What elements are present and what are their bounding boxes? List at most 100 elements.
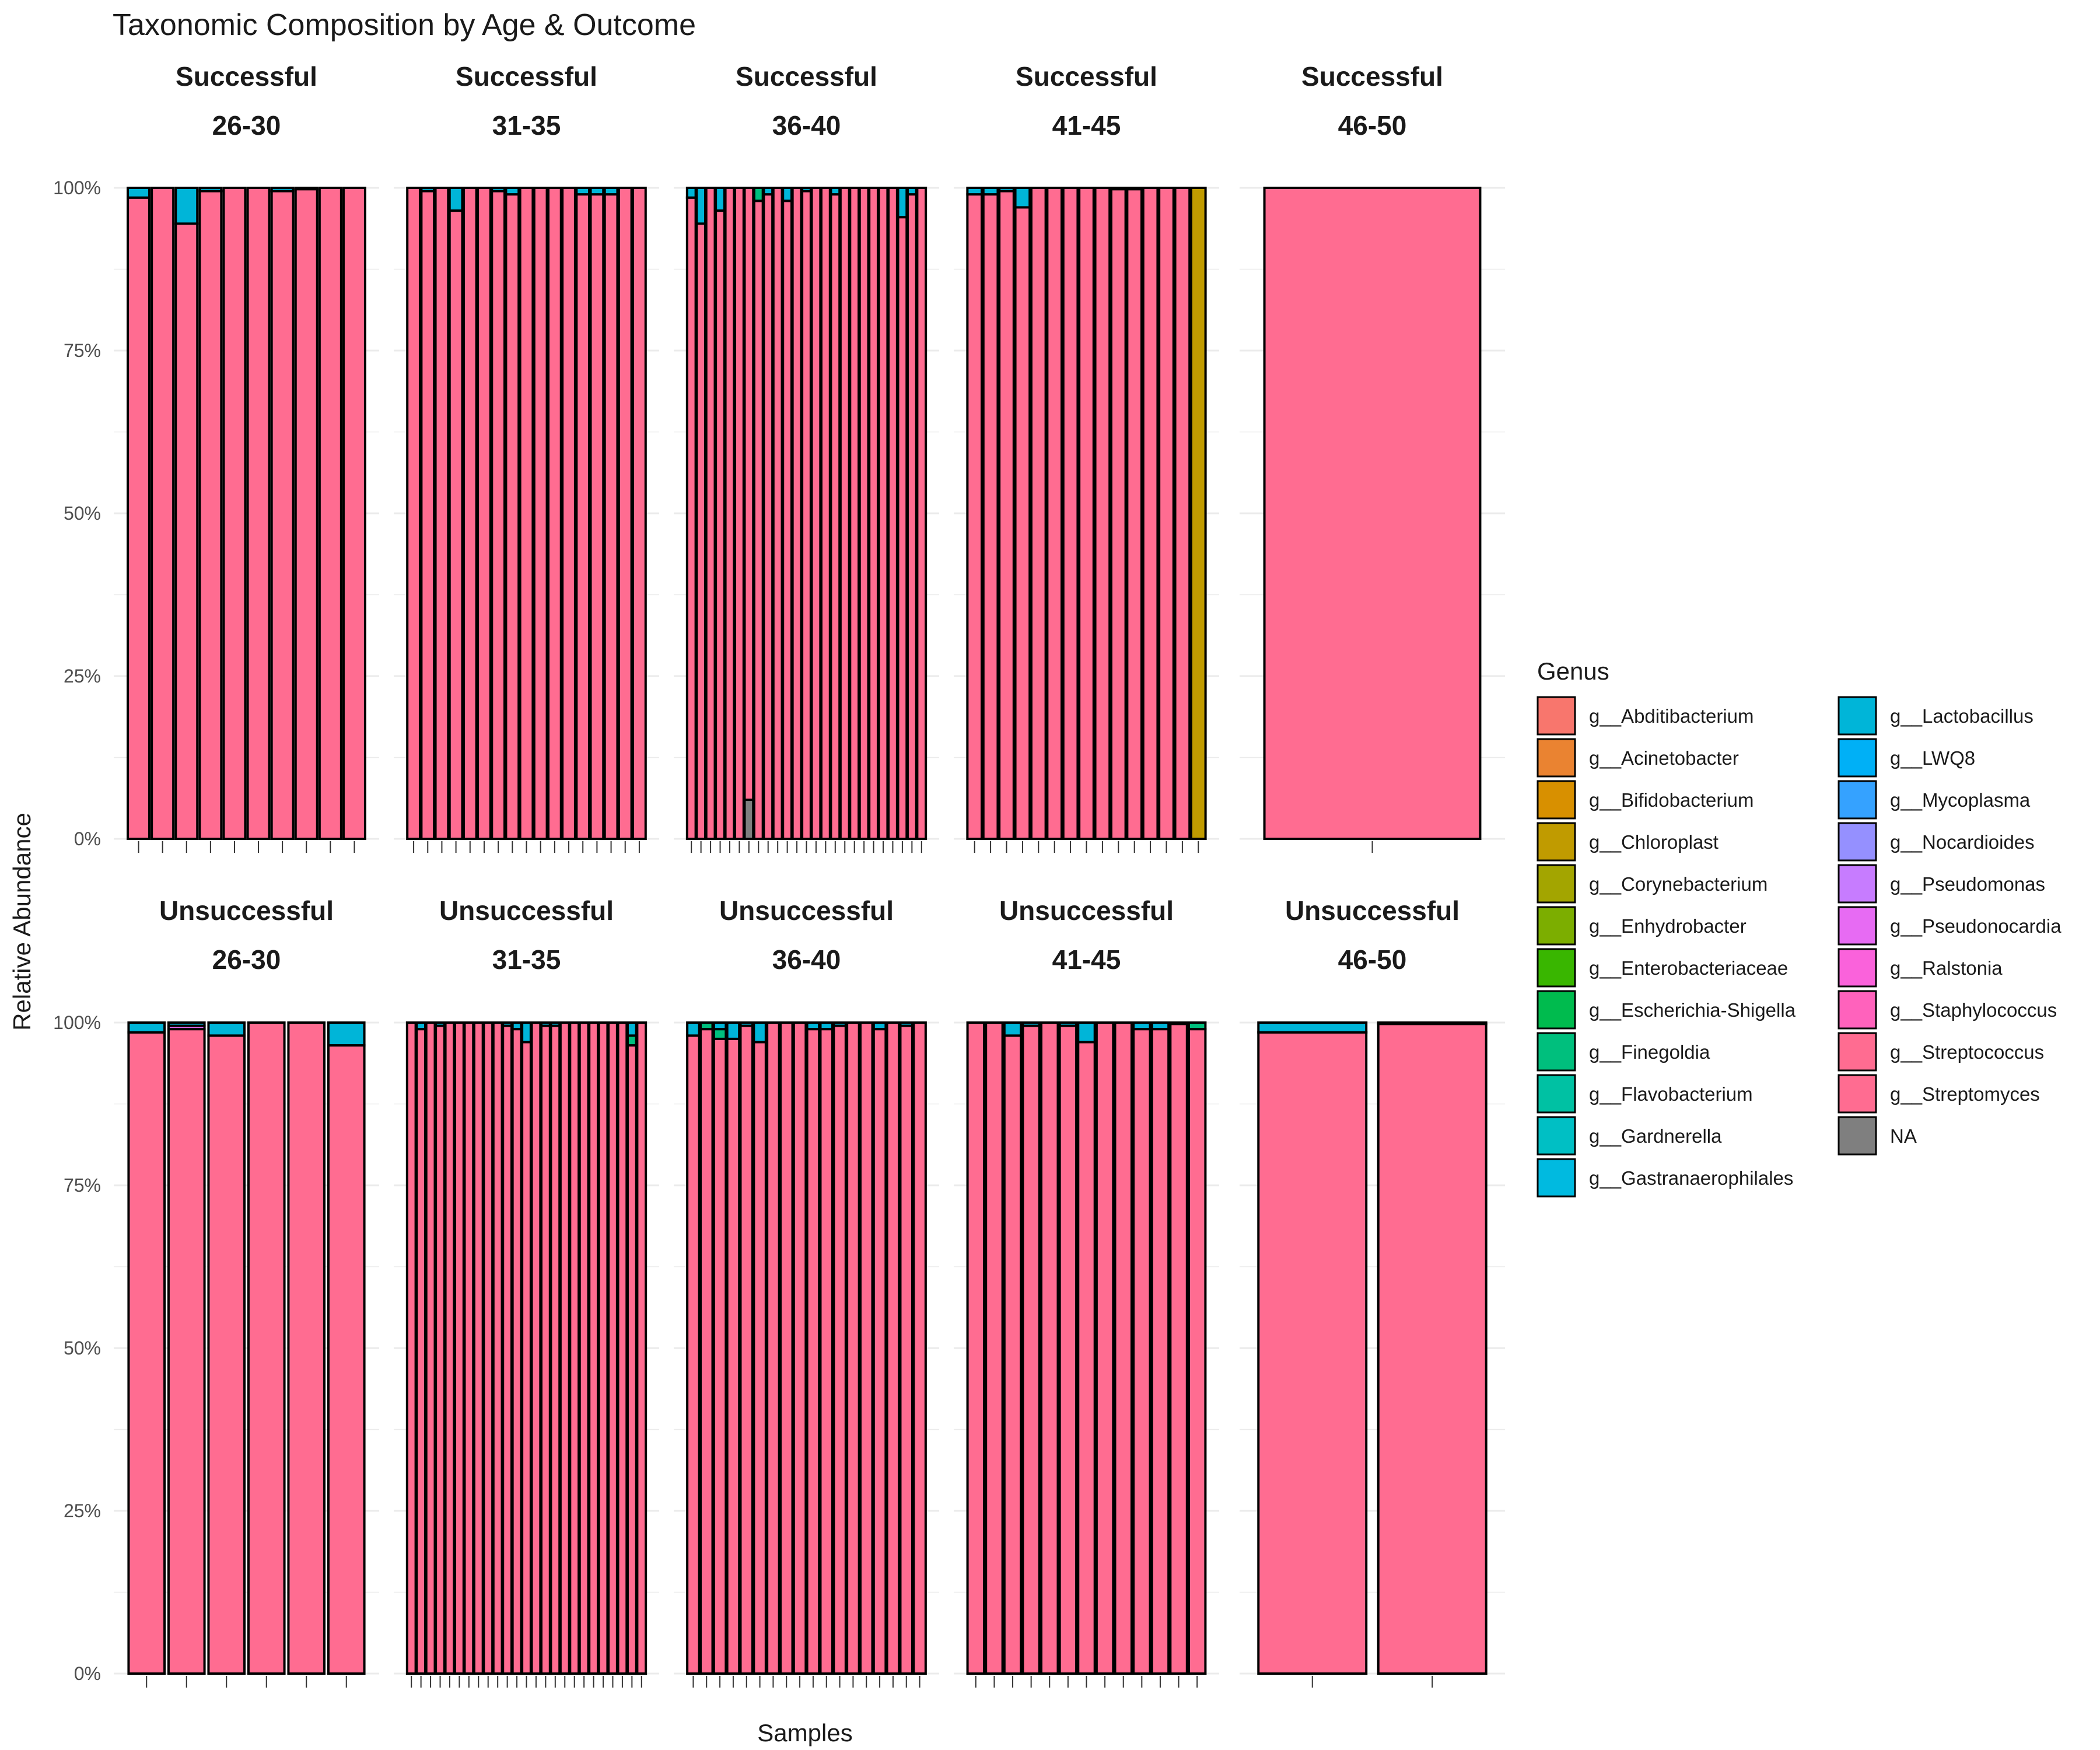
bar-segment: [318, 187, 342, 840]
bar-segment: [766, 1021, 780, 1675]
facet-outcome-label: Unsuccessful: [159, 895, 334, 926]
legend-swatch: [1536, 948, 1576, 988]
bar-segment: [207, 1034, 246, 1675]
bar-segment: [1095, 1021, 1115, 1675]
bar-segment: [603, 187, 619, 196]
legend-label: g__Enhydrobacter: [1589, 915, 1746, 937]
chart-title: Taxonomic Composition by Age & Outcome: [113, 8, 696, 42]
bar-segment: [435, 1021, 446, 1027]
bar-segment: [444, 1021, 456, 1675]
facet-outcome-label: Unsuccessful: [439, 895, 614, 926]
bar-segment: [686, 1034, 701, 1675]
facet-age-label: 31-35: [492, 944, 561, 975]
legend-swatch: [1838, 738, 1877, 778]
bar-segment: [589, 193, 605, 840]
bar-segment: [434, 187, 450, 840]
bar-segment: [505, 187, 520, 196]
facet-age-label: 41-45: [1052, 944, 1121, 975]
bar-segment: [966, 193, 984, 840]
bar-segment: [782, 200, 793, 841]
y-tick-label: 50%: [64, 503, 101, 524]
bar-segment: [477, 187, 492, 840]
bar-segment: [752, 1041, 767, 1675]
bar-segment: [916, 187, 928, 840]
bar-segment: [1150, 1028, 1170, 1675]
bar-segment: [294, 188, 318, 840]
bar-segment: [519, 187, 534, 840]
legend: Genus g__Abditibacterium g__Acinetobacter…: [1536, 657, 2062, 1198]
bar-segment: [1046, 187, 1063, 840]
bar-segment: [685, 196, 697, 840]
facet-panel: Successful 31-35: [394, 61, 659, 853]
bar-segment: [806, 1021, 821, 1031]
bar-segment: [1174, 187, 1191, 840]
bar-segment: [1003, 1034, 1023, 1675]
bar-segment: [246, 187, 271, 840]
legend-label: g__Chloroplast: [1589, 831, 1718, 853]
bar-segment: [791, 187, 803, 840]
bar-segment: [886, 1021, 901, 1675]
legend-label: g__Streptomyces: [1890, 1083, 2040, 1105]
bar-segment: [1169, 1021, 1188, 1026]
bar-segment: [832, 1021, 847, 1027]
y-axis-title: Relative Abundance: [8, 813, 36, 1031]
bar-segment: [420, 190, 436, 841]
bar-segment: [521, 1041, 532, 1675]
facet-age-label: 41-45: [1052, 110, 1121, 141]
facet-outcome-label: Successful: [736, 61, 877, 92]
legend-title: Genus: [1537, 657, 1609, 685]
bar-segment: [712, 1021, 727, 1031]
legend-swatch: [1536, 822, 1576, 862]
bar-segment: [1187, 1021, 1207, 1031]
y-tick-label: 0%: [74, 1663, 101, 1684]
legend-swatch: [1838, 822, 1877, 862]
bar-segment: [127, 187, 151, 199]
bar-segment: [820, 187, 831, 840]
bar-segment: [603, 193, 619, 840]
legend-swatch: [1536, 1032, 1576, 1072]
facet-panel: Successful 26-30 0% 25% 50% 75% 100%: [53, 61, 379, 853]
bar-segment: [1126, 187, 1143, 191]
x-axis-title: Samples: [757, 1719, 852, 1746]
bar-segment: [699, 1021, 714, 1031]
bar-segment: [247, 1021, 286, 1675]
legend-swatch: [1536, 864, 1576, 904]
bar-segment: [406, 187, 421, 840]
bar-segment: [772, 187, 783, 840]
bar-segment: [752, 187, 764, 202]
bar-segment: [198, 187, 223, 192]
bar-segment: [839, 187, 850, 840]
bar-segment: [342, 187, 366, 840]
bar-segment: [1150, 1021, 1170, 1031]
bar-segment: [868, 187, 879, 840]
bar-segment: [752, 200, 764, 841]
bar-segment: [685, 187, 697, 199]
bar-segment: [617, 1021, 628, 1675]
bar-segment: [540, 1021, 551, 1027]
facet-outcome-label: Successful: [1016, 61, 1157, 92]
facet-outcome-label: Successful: [176, 61, 317, 92]
legend-swatch: [1838, 948, 1877, 988]
bar-segment: [530, 1021, 542, 1675]
bar-segment: [511, 1028, 523, 1675]
bar-segment: [287, 1021, 326, 1675]
bar-segment: [127, 196, 151, 840]
legend-label: g__Ralstonia: [1890, 957, 2003, 979]
bar-segment: [632, 187, 647, 840]
legend-label: g__Abditibacterium: [1589, 705, 1754, 727]
facet-panel: Unsuccessful 26-30 0% 25% 50% 75% 100%: [53, 895, 379, 1688]
legend-swatch: [1838, 1032, 1877, 1072]
bar-segment: [1014, 206, 1031, 841]
bar-segment: [597, 1021, 609, 1675]
bar-segment: [1110, 187, 1127, 191]
bar-segment: [897, 216, 908, 841]
bar-segment: [502, 1024, 513, 1675]
legend-label: g__Nocardioides: [1890, 831, 2035, 853]
legend-label: g__Lactobacillus: [1890, 705, 2034, 727]
bar-segment: [1132, 1021, 1152, 1031]
legend-label: g__LWQ8: [1890, 747, 1975, 769]
bar-segment: [127, 1021, 166, 1034]
bar-segment: [1263, 187, 1482, 840]
bar-segment: [966, 1021, 986, 1675]
bar-segment: [1132, 1028, 1152, 1675]
